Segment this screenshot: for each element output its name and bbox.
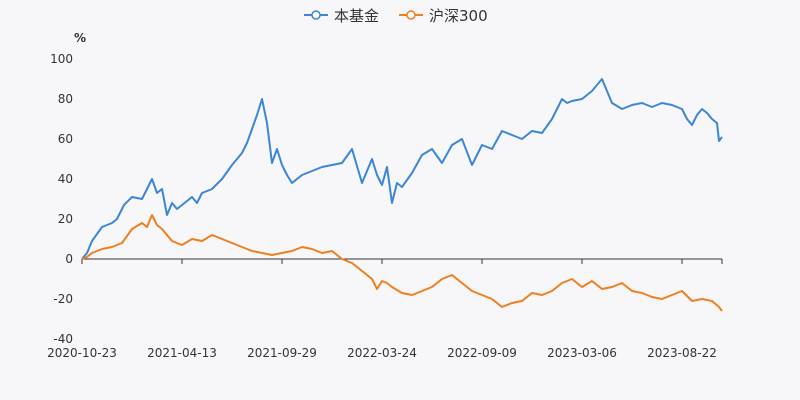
legend-label: 沪深300 [429,7,488,25]
x-tick-label: 2021-09-29 [247,346,317,360]
x-tick-label: 2020-10-23 [47,346,117,360]
x-tick-label: 2023-08-22 [647,346,717,360]
y-tick-label: 100 [50,52,73,66]
x-tick-label: 2022-03-24 [347,346,417,360]
y-tick-label: 40 [58,172,73,186]
series-line-fund [81,78,723,260]
legend-label: 本基金 [334,7,379,25]
x-tick-label: 2022-09-09 [447,346,517,360]
legend-item-fund[interactable]: 本基金 [304,7,379,25]
y-axis: -40 -20 0 20 40 60 80 100 [50,52,73,346]
x-tick-label: 2023-03-06 [547,346,617,360]
x-tick-label: 2021-04-13 [147,346,217,360]
series-layer [81,78,723,312]
y-axis-label: % [74,31,86,45]
y-tick-label: 0 [65,252,73,266]
y-tick-label: -40 [53,332,73,346]
y-tick-label: 20 [58,212,73,226]
x-axis: 2020-10-23 2021-04-13 2021-09-29 2022-03-24… [47,258,723,360]
y-tick-label: -20 [53,292,73,306]
legend-marker-icon [311,10,321,20]
y-tick-label: 80 [58,92,73,106]
legend[interactable]: 本基金 沪深300 [304,7,488,25]
series-line-csi300 [81,214,723,312]
y-tick-label: 60 [58,132,73,146]
legend-marker-icon [406,10,416,20]
legend-item-csi300[interactable]: 沪深300 [399,7,488,25]
